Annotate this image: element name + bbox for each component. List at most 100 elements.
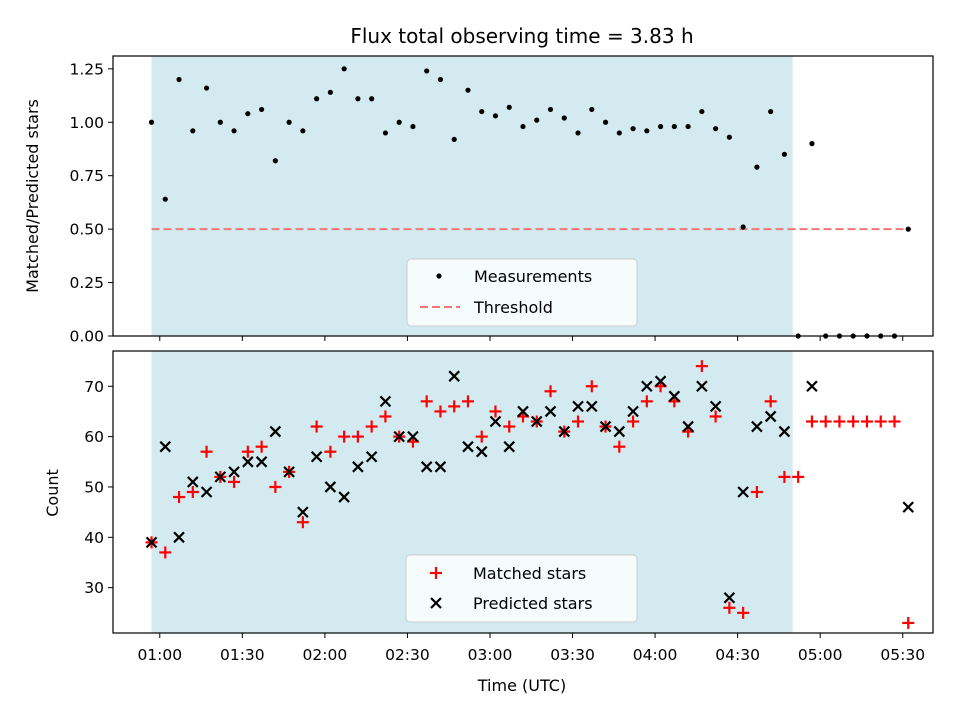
- predicted-star-point: [462, 440, 474, 453]
- predicted-star-point: [242, 456, 254, 468]
- matched-star-point: [241, 445, 254, 458]
- x-tick-label: 03:30: [550, 646, 595, 664]
- matched-star-point: [420, 395, 433, 408]
- matched-star-point: [723, 601, 736, 614]
- measurement-point: [589, 106, 595, 113]
- predicted-star-point: [627, 405, 639, 418]
- measurement-point: [341, 66, 347, 72]
- matched-star-point: [475, 430, 488, 443]
- measurement-point: [465, 87, 471, 93]
- predicted-star-point: [751, 420, 763, 433]
- predicted-star-point: [709, 400, 722, 413]
- measurement-point: [657, 123, 664, 130]
- measurement-point: [781, 151, 788, 157]
- matched-star-point: [750, 486, 763, 498]
- ratio-y-tick-label: 0.25: [69, 274, 104, 292]
- count-y-tick-label: 50: [84, 478, 104, 496]
- ratio-y-tick-label: 0.75: [69, 167, 104, 185]
- predicted-star-point: [338, 491, 350, 503]
- matched-star-point: [324, 445, 337, 458]
- matched-star-point: [434, 405, 447, 418]
- measurement-point: [451, 136, 457, 142]
- x-tick-label: 04:00: [633, 646, 678, 664]
- measurement-point: [176, 76, 182, 83]
- measurement-point: [479, 108, 485, 115]
- x-tick-label: 02:30: [385, 646, 430, 664]
- predicted-star-point: [283, 466, 295, 478]
- matched-star-point: [296, 516, 309, 529]
- predicted-star-point: [324, 481, 337, 493]
- predicted-star-point: [407, 430, 419, 443]
- predicted-star-point: [572, 400, 584, 413]
- matched-star-point: [737, 606, 750, 619]
- ratio-y-label: Matched/Predicted stars: [23, 99, 42, 293]
- matched-star-point: [792, 470, 805, 483]
- matched-star-point: [173, 491, 186, 504]
- matched-star-point: [269, 480, 282, 493]
- matched-star-point: [351, 430, 364, 443]
- predicted-star-point: [902, 501, 915, 513]
- predicted-star-point: [613, 425, 626, 438]
- predicted-star-point: [145, 536, 158, 549]
- count-y-tick-label: 60: [84, 428, 104, 446]
- legend-predicted-label: Predicted stars: [473, 594, 593, 613]
- predicted-star-point: [475, 445, 488, 458]
- predicted-star-point: [297, 506, 309, 518]
- measurement-point: [162, 196, 168, 202]
- measurement-point: [534, 117, 540, 123]
- predicted-star-point: [599, 420, 612, 433]
- count-panel: 30 40 50 60 70 01:00 01:30 02:00 02:30 03:00 03:3…: [43, 350, 934, 695]
- measurement-point: [396, 119, 402, 125]
- measurement-point: [245, 111, 251, 117]
- measurement-point: [217, 119, 223, 125]
- matched-star-point: [186, 486, 199, 498]
- ratio-y-axis: 0.00 0.25 0.50 0.75 1.00 1.25: [69, 60, 113, 346]
- measurement-points: [148, 66, 911, 339]
- measurement-point: [506, 104, 512, 110]
- predicted-star-point: [187, 476, 199, 488]
- measurement-point: [231, 128, 237, 134]
- measurement-point: [575, 130, 581, 136]
- predicted-star-point: [420, 461, 433, 473]
- measurement-point: [424, 68, 430, 74]
- x-tick-label: 02:00: [303, 646, 348, 664]
- predicted-star-point: [696, 380, 708, 393]
- predicted-star-point: [448, 370, 460, 382]
- matched-star-point: [805, 415, 818, 428]
- x-tick-label: 04:30: [715, 646, 760, 664]
- predicted-star-point: [365, 450, 378, 463]
- count-points: [145, 360, 915, 629]
- count-y-axis: 30 40 50 60 70: [84, 378, 113, 597]
- predicted-star-point: [255, 456, 268, 468]
- predicted-star-point: [379, 395, 392, 408]
- predicted-star-point: [654, 375, 667, 387]
- x-tick-label: 01:30: [220, 646, 265, 664]
- x-tick-label: 03:00: [468, 646, 513, 664]
- legend-matched-marker: [430, 567, 442, 579]
- predicted-star-point: [173, 531, 185, 544]
- predicted-star-point: [764, 410, 777, 423]
- matched-star-point: [709, 410, 722, 423]
- count-y-label: Count: [43, 469, 62, 517]
- ratio-panel: 0.00 0.25 0.50 0.75 1.00 1.25 Matched/Predict…: [23, 55, 934, 346]
- count-x-axis: 01:00 01:30 02:00 02:30 03:00 03:30 04:00 04:30…: [137, 633, 925, 664]
- ratio-x-ticks: [159, 336, 904, 341]
- matched-star-point: [310, 420, 323, 433]
- x-tick-label: 05:30: [880, 646, 925, 664]
- matched-star-point: [640, 395, 653, 408]
- matched-star-point: [228, 475, 241, 488]
- predicted-star-point: [269, 425, 282, 438]
- matched-star-point: [503, 420, 516, 433]
- predicted-star-point: [544, 405, 557, 418]
- measurement-point: [699, 108, 705, 115]
- measurement-point: [382, 130, 389, 136]
- measurement-point: [300, 128, 306, 134]
- measurement-point: [314, 96, 320, 102]
- predicted-star-point: [806, 380, 818, 393]
- measurement-point: [327, 89, 333, 95]
- predicted-star-point: [558, 425, 571, 438]
- predicted-star-point: [159, 440, 172, 453]
- ratio-y-tick-label: 0.00: [69, 328, 104, 346]
- x-tick-label: 01:00: [137, 646, 182, 664]
